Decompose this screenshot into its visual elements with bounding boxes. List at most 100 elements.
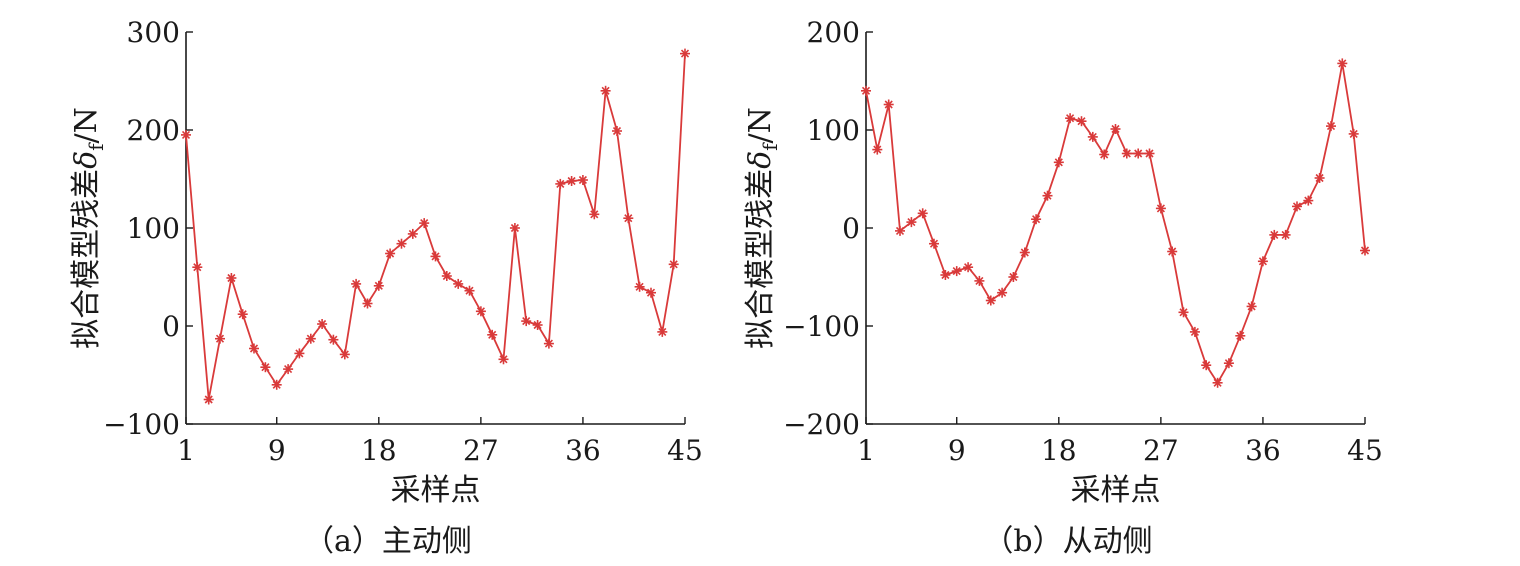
data-point: [906, 217, 917, 228]
panel-caption: （b）从动侧: [983, 524, 1152, 559]
marker-stroke: [918, 209, 927, 218]
marker-stroke: [533, 320, 542, 330]
marker-stroke: [476, 307, 485, 316]
marker-stroke: [907, 218, 916, 227]
data-point: [1110, 124, 1121, 134]
marker-stroke: [1224, 359, 1233, 368]
y-tick-label: −200: [783, 408, 860, 441]
data-point: [1065, 113, 1076, 124]
marker-stroke: [318, 319, 327, 329]
data-point: [940, 270, 951, 280]
marker-stroke: [1202, 361, 1211, 370]
marker-stroke: [1338, 59, 1347, 68]
marker-stroke: [1179, 308, 1188, 317]
marker-stroke: [1315, 173, 1324, 183]
y-axis-label-text: 拟合模型残差: [69, 169, 104, 349]
data-point: [1269, 229, 1280, 240]
data-point: [351, 278, 362, 289]
marker-stroke: [510, 223, 519, 233]
data-point: [883, 99, 894, 110]
marker-stroke: [646, 288, 656, 297]
data-point: [1008, 272, 1019, 282]
data-point: [1019, 247, 1030, 258]
data-point: [237, 309, 248, 320]
data-point: [566, 176, 577, 186]
marker-stroke: [420, 219, 429, 228]
data-point: [951, 266, 962, 277]
data-point: [475, 306, 486, 317]
marker-stroke: [408, 229, 417, 238]
data-point: [657, 326, 668, 337]
data-point: [997, 287, 1008, 298]
marker-stroke: [1236, 331, 1245, 340]
data-point: [600, 85, 611, 96]
marker-stroke: [1326, 122, 1336, 131]
data-point: [203, 394, 214, 405]
data-point: [1053, 157, 1064, 168]
data-point: [294, 348, 305, 359]
data-point: [963, 262, 974, 273]
data-point: [612, 126, 622, 136]
x-tick-label: 45: [1347, 434, 1383, 467]
data-point: [1167, 246, 1178, 257]
marker-stroke: [295, 349, 304, 358]
data-point: [430, 251, 441, 262]
data-point: [226, 273, 237, 283]
marker-stroke: [1111, 124, 1120, 134]
x-tick-label: 18: [361, 434, 397, 467]
data-point: [1246, 301, 1257, 312]
marker-stroke: [284, 365, 293, 374]
marker-stroke: [1043, 191, 1052, 200]
chart-panel-a: −100 0 100 200 300 1 9 18 27 36 45 采样点 拟合模型残差δf/N （a）…: [69, 16, 703, 559]
marker-stroke: [238, 310, 247, 319]
marker-stroke: [1213, 378, 1222, 387]
data-point: [1178, 307, 1189, 318]
data-point: [555, 178, 566, 189]
data-point: [917, 208, 928, 219]
x-tick-label: 36: [1245, 434, 1281, 467]
marker-stroke: [1156, 204, 1165, 213]
y-tick-label: −100: [783, 310, 860, 343]
x-tick-label: 36: [565, 434, 601, 467]
marker-stroke: [363, 299, 372, 308]
marker-stroke: [1088, 132, 1097, 141]
marker-stroke: [272, 380, 281, 389]
marker-stroke: [578, 175, 587, 185]
marker-stroke: [1292, 202, 1302, 211]
data-point: [181, 129, 191, 140]
marker-stroke: [680, 49, 690, 58]
y-tick-label: 100: [127, 212, 180, 245]
marker-stroke: [952, 267, 961, 276]
data-point: [1144, 148, 1155, 159]
data-point: [668, 259, 679, 270]
data-point: [441, 271, 452, 281]
y-axis-label-text: 拟合模型残差: [743, 169, 778, 349]
x-tick-label: 27: [1143, 434, 1179, 467]
marker-stroke: [227, 273, 236, 283]
data-point: [1042, 190, 1053, 201]
marker-stroke: [431, 252, 440, 261]
marker-stroke: [975, 276, 984, 285]
marker-stroke: [635, 282, 644, 291]
x-tick-label: 9: [268, 434, 286, 467]
data-point: [1099, 149, 1110, 160]
data-point: [1189, 326, 1200, 337]
marker-stroke: [1020, 248, 1029, 257]
y-axis-label: 拟合模型残差δf/N: [743, 107, 782, 349]
marker-stroke: [884, 100, 893, 109]
data-point: [1314, 173, 1325, 183]
marker-stroke: [193, 263, 202, 272]
marker-stroke: [374, 281, 383, 290]
data-point: [1155, 203, 1166, 214]
marker-stroke: [658, 327, 667, 336]
data-point: [260, 362, 271, 373]
marker-stroke: [454, 279, 463, 288]
data-point: [929, 238, 939, 249]
marker-stroke: [1360, 246, 1370, 255]
marker-stroke: [1032, 215, 1041, 224]
marker-stroke: [601, 86, 610, 95]
data-point: [407, 228, 418, 239]
data-point: [1212, 377, 1223, 388]
y-tick-label: 100: [807, 114, 860, 147]
